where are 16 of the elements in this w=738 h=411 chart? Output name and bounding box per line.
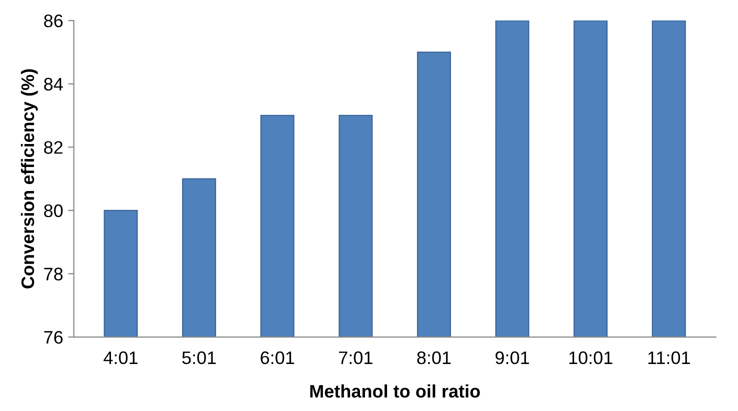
y-tick-label: 86 xyxy=(44,14,63,28)
x-axis-title: Methanol to oil ratio xyxy=(310,384,480,398)
x-tick-label: 4:01 xyxy=(104,351,138,364)
x-tick-label: 10:01 xyxy=(569,351,612,364)
x-tick-label: 6:01 xyxy=(260,351,294,364)
x-tick-label: 8:01 xyxy=(417,351,451,364)
y-tick-label: 76 xyxy=(44,330,63,344)
x-tick-label: 11:01 xyxy=(648,351,690,364)
y-tick-label: 80 xyxy=(44,204,63,218)
x-tick-label: 7:01 xyxy=(339,351,372,364)
y-tick-label: 82 xyxy=(44,141,62,154)
y-tick-label: 84 xyxy=(44,78,63,91)
x-tick-label: 5:01 xyxy=(182,351,216,364)
x-tick-label: 9:01 xyxy=(496,351,529,364)
y-axis-title: Conversion efficiency (%) xyxy=(20,69,38,288)
y-tick-label: 78 xyxy=(44,268,63,280)
